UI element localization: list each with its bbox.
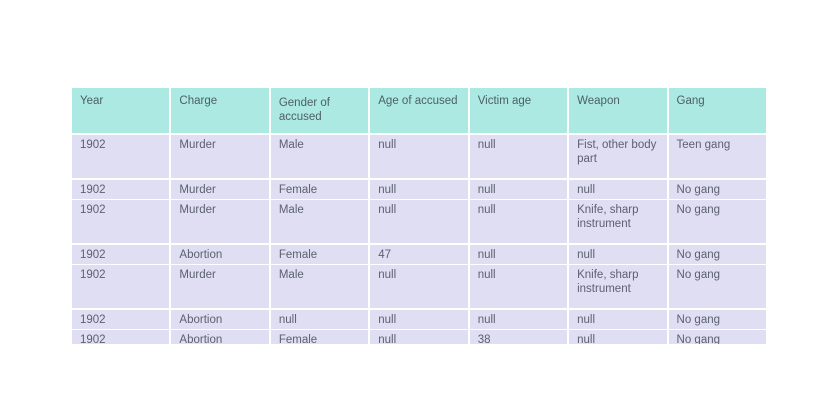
- table-row: 1902 Abortion Female 47 null null No gang: [72, 245, 768, 265]
- table-body: 1902 Murder Male null null Fist, other body p…: [72, 135, 768, 344]
- table-header-row: Year Charge Gender of accused Age of accuse…: [72, 88, 768, 135]
- table-cell: null: [569, 310, 669, 330]
- table-cell: null: [370, 330, 470, 344]
- table-cell: 1902: [72, 330, 172, 344]
- table-row: 1902 Abortion Female null 38 null No gang: [72, 330, 768, 344]
- table-cell: No gang: [668, 265, 768, 310]
- data-table: Year Charge Gender of accused Age of accuse…: [72, 88, 768, 344]
- column-header-charge: Charge: [171, 88, 271, 135]
- table-cell: null: [469, 200, 570, 245]
- table-cell: 1902: [72, 135, 172, 180]
- table-cell: null: [370, 265, 470, 310]
- column-header-age-of-accused: Age of accused: [370, 88, 470, 135]
- table-cell: null: [469, 180, 570, 200]
- table-cell: 1902: [72, 200, 172, 245]
- table-cell: Male: [270, 135, 371, 180]
- table-cell: null: [370, 180, 470, 200]
- table-cell: Murder: [171, 180, 271, 200]
- table-row: 1902 Murder Male null null Knife, sharp instr…: [72, 200, 768, 245]
- table-cell: No gang: [668, 310, 768, 330]
- table-cell: Fist, other body part: [569, 135, 669, 180]
- table-cell: Abortion: [171, 330, 271, 344]
- table-cell: null: [469, 265, 570, 310]
- table-cell: null: [270, 310, 371, 330]
- table-row: 1902 Murder Male null null Knife, sharp instr…: [72, 265, 768, 310]
- table-cell: null: [469, 245, 570, 265]
- column-header-victim-age: Victim age: [469, 88, 570, 135]
- table-cell: Murder: [171, 265, 271, 310]
- column-header-year: Year: [72, 88, 172, 135]
- table-row: 1902 Abortion null null null null No gang: [72, 310, 768, 330]
- table-cell: null: [569, 245, 669, 265]
- table-cell: 1902: [72, 265, 172, 310]
- table-cell: 38: [469, 330, 570, 344]
- table-header: Year Charge Gender of accused Age of accuse…: [72, 88, 768, 135]
- data-table-viewport: Year Charge Gender of accused Age of accuse…: [72, 88, 768, 344]
- table-cell: Teen gang: [668, 135, 768, 180]
- table-row: 1902 Murder Male null null Fist, other body p…: [72, 135, 768, 180]
- table-cell: Murder: [171, 135, 271, 180]
- table-row: 1902 Murder Female null null null No gang: [72, 180, 768, 200]
- table-cell: null: [370, 200, 470, 245]
- table-cell: Murder: [171, 200, 271, 245]
- table-cell: null: [370, 135, 470, 180]
- table-cell: 47: [370, 245, 470, 265]
- table-cell: 1902: [72, 180, 172, 200]
- column-header-gang: Gang: [668, 88, 768, 135]
- table-cell: No gang: [668, 200, 768, 245]
- table-cell: null: [370, 310, 470, 330]
- table-cell: null: [469, 135, 570, 180]
- table-cell: 1902: [72, 245, 172, 265]
- table-cell: null: [469, 310, 570, 330]
- table-cell: Knife, sharp instrument: [569, 200, 669, 245]
- table-cell: null: [569, 330, 669, 344]
- table-cell: null: [569, 180, 669, 200]
- column-header-weapon: Weapon: [569, 88, 669, 135]
- table-cell: 1902: [72, 310, 172, 330]
- column-header-gender-of-accused: Gender of accused: [270, 88, 371, 135]
- table-cell: No gang: [668, 330, 768, 344]
- table-cell: Female: [270, 180, 371, 200]
- table-cell: Male: [270, 265, 371, 310]
- table-cell: No gang: [668, 180, 768, 200]
- table-cell: Male: [270, 200, 371, 245]
- table-cell: Abortion: [171, 245, 271, 265]
- table-cell: Knife, sharp instrument: [569, 265, 669, 310]
- table-cell: Abortion: [171, 310, 271, 330]
- table-cell: Female: [270, 330, 371, 344]
- table-cell: No gang: [668, 245, 768, 265]
- table-cell: Female: [270, 245, 371, 265]
